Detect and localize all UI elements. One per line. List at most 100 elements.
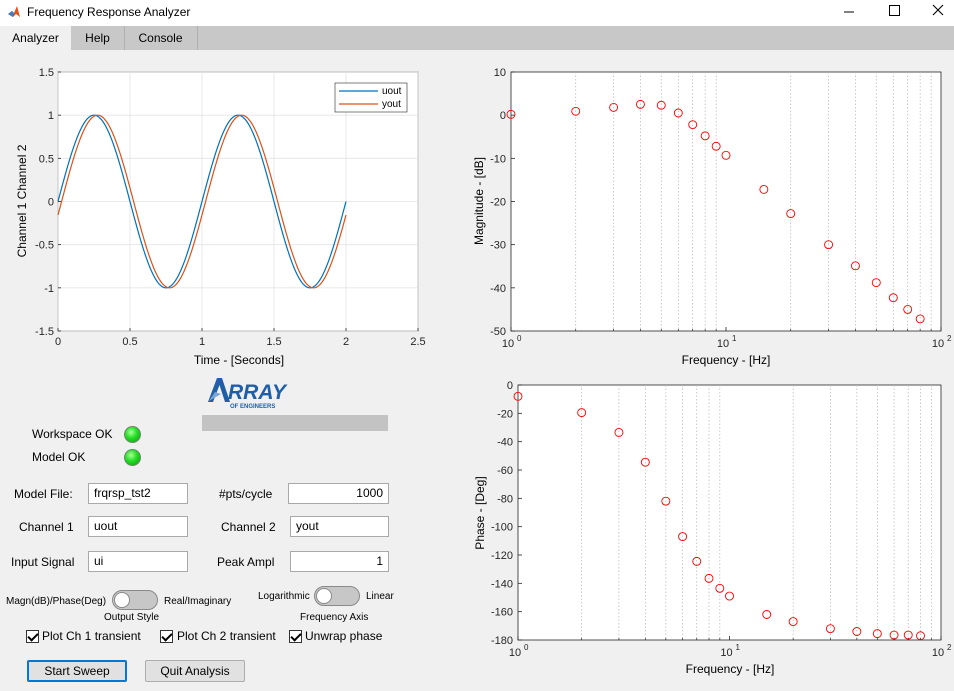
phase-marker	[788, 617, 798, 627]
tab-analyzer[interactable]: Analyzer	[0, 26, 71, 50]
tab-bar	[0, 26, 954, 50]
phase-marker	[704, 573, 714, 583]
progress-bar	[202, 415, 388, 431]
time-series-yout	[57, 114, 347, 289]
magnitude-y-tick-label: -30	[490, 240, 506, 252]
magnitude-x-axis-label: Frequency - [Hz]	[682, 353, 771, 367]
phase-marker	[678, 532, 688, 542]
window-title: Frequency Response Analyzer	[27, 5, 191, 19]
quit-analysis-button[interactable]: Quit Analysis	[145, 660, 245, 682]
phase-y-tick-label: -60	[497, 465, 513, 477]
plot-ch2-transient-checkbox[interactable]	[160, 630, 173, 643]
tab-console[interactable]: Console	[124, 26, 198, 50]
time-x-tick-label: 2	[343, 336, 349, 348]
close-icon	[932, 4, 944, 16]
plot-ch2-transient-label[interactable]: Plot Ch 2 transient	[177, 629, 276, 643]
array-logo: RRAY OF ENGINEERS	[206, 374, 290, 412]
magnitude-marker	[915, 314, 925, 324]
phase-x-tick-exponent: 1	[736, 643, 741, 652]
time-y-tick-label: 0	[48, 197, 54, 209]
phase-y-tick-label: -140	[491, 578, 513, 590]
phase-x-tick-label: 10	[509, 647, 521, 659]
magnitude-y-tick-label: 10	[494, 67, 506, 79]
phase-grid	[581, 385, 932, 640]
model-status-label: Model OK	[32, 450, 86, 464]
magnitude-marker	[786, 209, 796, 219]
time-x-tick-label: 0.5	[122, 336, 137, 348]
magnitude-y-tick-label: -20	[490, 197, 506, 209]
magnitude-grid	[575, 72, 932, 331]
phase-y-tick-label: -40	[497, 437, 513, 449]
legend-yout-label: yout	[382, 99, 401, 110]
time-plot: 0 0.5 1 1.5 2 2.5 1.5 1 0.5 0 -0.5 -1 -1.5 Time - [S…	[15, 67, 426, 367]
phase-x-axis-label: Frequency - [Hz]	[686, 662, 775, 676]
unwrap-phase-label[interactable]: Unwrap phase	[305, 629, 383, 643]
phase-x-tick-label: 10	[932, 647, 944, 659]
phase-x-tick-exponent: 0	[524, 643, 529, 652]
maximize-button[interactable]	[872, 0, 918, 26]
pts-per-cycle-label: #pts/cycle	[219, 487, 273, 501]
phase-y-tick-label: -80	[497, 493, 513, 505]
phase-y-tick-label: -180	[491, 635, 513, 647]
phase-plot: 10 0 10 1 10 20-20-40-60-80-100-120-140-160-1…	[473, 380, 952, 676]
time-x-tick-label: 0	[55, 336, 61, 348]
output-style-caption: Output Style	[104, 612, 160, 623]
close-button[interactable]	[914, 0, 954, 26]
magnitude-marker	[759, 184, 769, 194]
magnitude-marker	[506, 109, 516, 119]
phase-marker	[640, 457, 650, 467]
freq-axis-left-label: Logarithmic	[258, 591, 310, 602]
time-legend: uout yout	[334, 82, 408, 113]
legend-uout-label: uout	[382, 86, 402, 97]
phase-ticks: 10 0 10 1 10 20-20-40-60-80-100-120-140-160-1…	[491, 380, 952, 659]
tab-help[interactable]: Help	[71, 26, 125, 50]
magnitude-marker	[824, 240, 834, 250]
magnitude-y-axis-label: Magnitude - [dB]	[472, 157, 486, 245]
phase-y-tick-label: -120	[491, 550, 513, 562]
time-ticks: 0 0.5 1 1.5 2 2.5 1.5 1 0.5 0 -0.5 -1 -1.5	[35, 67, 426, 348]
peak-ampl-label: Peak Ampl	[217, 555, 275, 569]
plot-ch1-transient-label[interactable]: Plot Ch 1 transient	[42, 629, 141, 643]
phase-marker	[577, 408, 587, 418]
plot-ch1-transient-checkbox[interactable]	[26, 630, 39, 643]
phase-y-tick-label: -160	[491, 607, 513, 619]
peak-ampl-field[interactable]: 1	[290, 551, 389, 572]
phase-markers	[513, 391, 925, 641]
magnitude-y-tick-label: -50	[490, 326, 506, 338]
freq-axis-switch-knob	[316, 588, 332, 604]
channel1-label: Channel 1	[19, 520, 74, 534]
magnitude-marker	[721, 150, 731, 160]
input-signal-field[interactable]: ui	[88, 551, 188, 572]
magnitude-marker	[571, 106, 581, 116]
model-file-label: Model File:	[14, 487, 73, 501]
magnitude-marker	[700, 131, 710, 141]
magnitude-x-tick-label: 10	[932, 338, 944, 350]
title-bar: Frequency Response Analyzer	[0, 0, 954, 26]
minimize-button[interactable]	[826, 0, 872, 26]
freq-axis-switch[interactable]	[314, 586, 360, 606]
model-status-lamp	[124, 449, 141, 466]
time-x-tick-label: 2.5	[410, 336, 425, 348]
magnitude-y-tick-label: -10	[490, 153, 506, 165]
phase-marker	[725, 591, 734, 601]
channel2-field[interactable]: yout	[290, 516, 389, 537]
unwrap-phase-checkbox[interactable]	[289, 630, 302, 643]
start-sweep-button[interactable]: Start Sweep	[27, 660, 127, 682]
magnitude-marker	[871, 278, 881, 288]
phase-y-axis-label: Phase - [Deg]	[473, 476, 487, 549]
channel1-field[interactable]: uout	[88, 516, 188, 537]
phase-y-tick-label: -100	[491, 522, 513, 534]
phase-marker	[872, 629, 882, 639]
model-file-field[interactable]: frqrsp_tst2	[88, 483, 188, 504]
magnitude-marker	[688, 120, 698, 130]
pts-per-cycle-field[interactable]: 1000	[288, 483, 389, 504]
workspace-status-lamp	[124, 426, 141, 443]
output-style-left-label: Magn(dB)/Phase(Deg)	[6, 596, 107, 607]
magnitude-x-tick-exponent: 1	[732, 334, 737, 343]
magnitude-markers	[506, 99, 925, 324]
time-x-tick-label: 1.5	[266, 336, 281, 348]
workspace-status-label: Workspace OK	[32, 427, 113, 441]
channel2-label: Channel 2	[221, 520, 276, 534]
output-style-switch[interactable]	[112, 590, 158, 610]
